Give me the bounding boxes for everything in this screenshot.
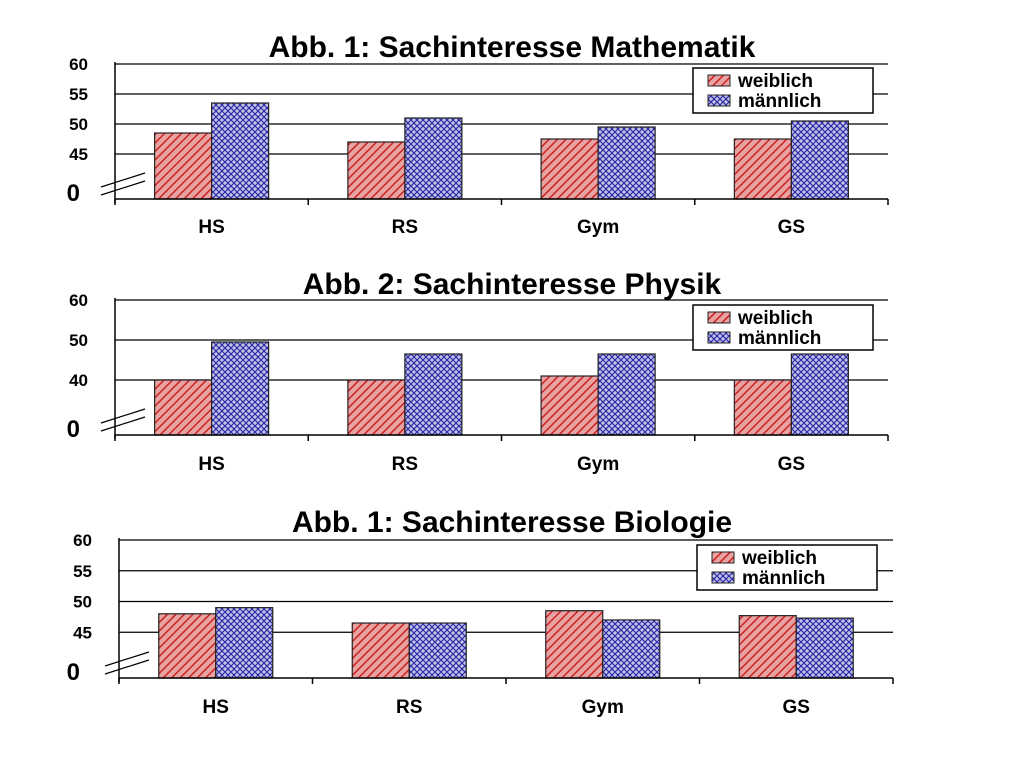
chart-mathematik: Abb. 1: Sachinteresse Mathematik 60 55 5… [67, 31, 889, 238]
bars [154, 341, 849, 436]
x-category-label: Gym [577, 454, 619, 475]
y-tick-label: 60 [69, 291, 88, 310]
bar-maennlich [597, 353, 656, 436]
legend-label-weiblich: weiblich [737, 308, 813, 329]
legend-swatch-weiblich [711, 551, 735, 564]
bar-maennlich [211, 102, 270, 200]
legend-swatch-maennlich [707, 331, 731, 344]
bar-maennlich [795, 617, 854, 679]
y-tick-label: 40 [69, 371, 88, 390]
legend-label-maennlich: männlich [738, 91, 821, 112]
axis-break-mark [100, 180, 146, 196]
legend-label-maennlich: männlich [742, 568, 825, 589]
x-category-label: GS [778, 454, 805, 475]
bar-weiblich [738, 615, 797, 679]
chart-title: Abb. 1: Sachinteresse Biologie [292, 506, 732, 539]
bar-weiblich [733, 138, 792, 200]
x-category-label: Gym [577, 217, 619, 238]
x-category-label: GS [783, 697, 810, 718]
bar-maennlich [790, 120, 849, 200]
y-tick-label: 50 [69, 331, 88, 350]
chart-physik: Abb. 2: Sachinteresse Physik 60 50 40 0 … [67, 268, 889, 475]
bar-weiblich [347, 141, 406, 200]
legend-label-weiblich: weiblich [737, 71, 813, 92]
legend: weiblich männlich [696, 544, 878, 591]
bars [154, 102, 849, 200]
legend-label-maennlich: männlich [738, 328, 821, 349]
x-category-label: HS [198, 217, 224, 238]
legend: weiblich männlich [692, 304, 874, 351]
legend-swatch-maennlich [711, 571, 735, 584]
bar-weiblich [158, 613, 217, 679]
axis-break-mark [100, 408, 146, 424]
y-tick-label: 60 [73, 531, 92, 550]
bar-maennlich [404, 353, 463, 436]
x-category-label: GS [778, 217, 805, 238]
legend-swatch-weiblich [707, 74, 731, 87]
chart-title: Abb. 1: Sachinteresse Mathematik [269, 31, 756, 64]
axis-break-mark [100, 416, 146, 432]
chart-title: Abb. 2: Sachinteresse Physik [303, 268, 722, 301]
legend-swatch-weiblich [707, 311, 731, 324]
bar-maennlich [211, 341, 270, 436]
axes [100, 298, 889, 441]
axes [104, 538, 894, 684]
y-tick-label: 50 [73, 593, 92, 612]
y-tick-label: 55 [69, 85, 88, 104]
axis-break-zero-label: 0 [67, 180, 80, 207]
bar-maennlich [790, 353, 849, 436]
bar-weiblich [351, 622, 410, 679]
axis-break-mark [100, 172, 146, 188]
y-tick-label: 45 [73, 623, 92, 642]
axis-break-mark [104, 651, 150, 667]
bar-weiblich [733, 379, 792, 436]
axis-break-zero-label: 0 [67, 659, 80, 686]
x-category-label: RS [396, 697, 422, 718]
x-category-label: RS [392, 454, 418, 475]
y-tick-label: 60 [69, 55, 88, 74]
bar-maennlich [215, 607, 274, 679]
x-category-label: Gym [582, 697, 624, 718]
bar-maennlich [408, 622, 467, 679]
bar-weiblich [540, 138, 599, 200]
bar-weiblich [347, 379, 406, 436]
bar-maennlich [404, 117, 463, 200]
bar-maennlich [602, 619, 661, 679]
bar-weiblich [540, 375, 599, 436]
x-category-label: HS [203, 697, 229, 718]
axes [100, 62, 889, 205]
y-tick-label: 45 [69, 145, 88, 164]
y-tick-label: 50 [69, 115, 88, 134]
axis-break-mark [104, 659, 150, 675]
bar-weiblich [154, 132, 213, 200]
legend-swatch-maennlich [707, 94, 731, 107]
legend-label-weiblich: weiblich [741, 548, 817, 569]
bar-weiblich [545, 610, 604, 679]
x-category-label: RS [392, 217, 418, 238]
y-tick-label: 55 [73, 562, 92, 581]
legend: weiblich männlich [692, 67, 874, 114]
bars [158, 607, 854, 679]
x-category-label: HS [198, 454, 224, 475]
bar-maennlich [597, 126, 656, 200]
axis-break-zero-label: 0 [67, 416, 80, 443]
chart-biologie: Abb. 1: Sachinteresse Biologie 60 55 50 … [67, 506, 894, 718]
bar-weiblich [154, 379, 213, 436]
